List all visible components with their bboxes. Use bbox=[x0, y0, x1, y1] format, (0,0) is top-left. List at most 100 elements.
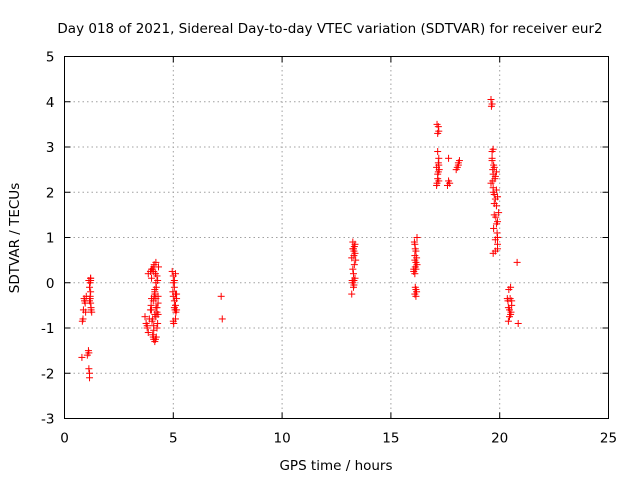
data-point bbox=[154, 299, 162, 307]
data-point bbox=[348, 254, 356, 262]
y-tick-label: 3 bbox=[46, 140, 55, 156]
data-point bbox=[148, 306, 156, 314]
y-tick-label: 1 bbox=[46, 231, 55, 247]
chart-title: Day 018 of 2021, Sidereal Day-to-day VTE… bbox=[57, 21, 602, 37]
y-tick-label: 0 bbox=[46, 276, 55, 292]
data-point bbox=[79, 315, 87, 323]
data-point bbox=[434, 159, 442, 167]
data-point bbox=[171, 301, 179, 309]
data-point bbox=[504, 317, 512, 325]
data-point bbox=[352, 256, 360, 264]
data-point bbox=[489, 177, 497, 185]
data-point bbox=[153, 304, 161, 312]
x-tick-label: 0 bbox=[60, 431, 69, 447]
data-point bbox=[348, 290, 356, 298]
data-point bbox=[445, 154, 453, 162]
data-point bbox=[153, 272, 161, 280]
data-point bbox=[454, 159, 462, 167]
data-point bbox=[411, 256, 419, 264]
data-point bbox=[173, 290, 181, 298]
x-tick-labels: 0 5 10 15 20 25 bbox=[60, 431, 617, 447]
data-point bbox=[150, 267, 158, 275]
data-point bbox=[492, 186, 500, 194]
data-point bbox=[88, 308, 96, 316]
data-point bbox=[152, 258, 160, 266]
data-point bbox=[154, 319, 162, 327]
data-point bbox=[152, 279, 160, 287]
grid bbox=[64, 56, 609, 419]
data-point bbox=[495, 209, 503, 217]
data-point bbox=[433, 179, 441, 187]
axis-ticks bbox=[64, 56, 609, 419]
data-point bbox=[490, 211, 498, 219]
data-point bbox=[141, 313, 149, 321]
x-axis-label: GPS time / hours bbox=[279, 458, 392, 474]
data-point bbox=[514, 319, 522, 327]
data-point bbox=[490, 163, 498, 171]
data-point bbox=[144, 329, 152, 337]
data-point bbox=[155, 263, 163, 271]
data-point bbox=[85, 365, 93, 373]
data-point bbox=[434, 168, 442, 176]
data-point bbox=[349, 265, 357, 273]
data-point bbox=[434, 148, 442, 156]
data-point bbox=[488, 148, 496, 156]
data-point bbox=[494, 218, 502, 226]
data-point bbox=[413, 234, 421, 241]
data-point bbox=[410, 267, 418, 275]
data-point bbox=[490, 224, 498, 232]
y-tick-label: -3 bbox=[41, 412, 54, 428]
data-point bbox=[153, 324, 161, 332]
data-point bbox=[170, 297, 178, 305]
data-point bbox=[488, 154, 496, 162]
data-point bbox=[491, 172, 499, 180]
y-tick-label: 4 bbox=[46, 95, 55, 111]
data-point bbox=[351, 249, 359, 257]
y-tick-label: -1 bbox=[41, 321, 54, 337]
x-tick-label: 25 bbox=[600, 431, 617, 447]
data-point bbox=[494, 245, 502, 253]
data-point bbox=[350, 261, 358, 269]
data-point bbox=[490, 200, 498, 208]
data-point bbox=[152, 333, 160, 341]
data-point bbox=[446, 179, 454, 187]
data-point bbox=[349, 245, 357, 253]
data-point bbox=[86, 374, 94, 382]
data-point bbox=[152, 295, 160, 303]
data-point bbox=[86, 283, 94, 291]
data-point bbox=[171, 270, 179, 278]
data-point bbox=[87, 274, 95, 282]
y-tick-label: -2 bbox=[41, 366, 54, 382]
data-point bbox=[412, 286, 420, 294]
data-point bbox=[435, 127, 443, 135]
data-point bbox=[148, 274, 156, 282]
x-tick-label: 15 bbox=[382, 431, 399, 447]
data-point bbox=[491, 236, 499, 244]
data-point bbox=[487, 95, 495, 103]
data-point bbox=[86, 297, 94, 305]
data-point bbox=[349, 270, 357, 278]
y-tick-label: 2 bbox=[46, 185, 55, 201]
data-point bbox=[169, 279, 177, 287]
data-point bbox=[513, 258, 521, 266]
data-points bbox=[78, 95, 522, 382]
data-point bbox=[412, 247, 420, 255]
data-point bbox=[217, 292, 225, 300]
data-point bbox=[173, 306, 181, 314]
data-point bbox=[143, 324, 151, 332]
data-point bbox=[151, 290, 159, 298]
data-point bbox=[494, 193, 502, 201]
data-point bbox=[488, 100, 496, 108]
data-point bbox=[411, 263, 419, 271]
y-tick-labels: -3 -2 -1 0 1 2 3 4 5 bbox=[41, 50, 54, 428]
y-tick-label: 5 bbox=[46, 50, 55, 66]
y-axis-label: SDTVAR / TECUs bbox=[7, 183, 23, 293]
x-tick-label: 20 bbox=[491, 431, 508, 447]
data-point bbox=[82, 308, 90, 316]
data-point bbox=[492, 168, 500, 176]
data-point bbox=[350, 276, 358, 284]
data-point bbox=[218, 315, 226, 323]
data-point bbox=[171, 315, 179, 323]
data-point bbox=[412, 292, 420, 300]
